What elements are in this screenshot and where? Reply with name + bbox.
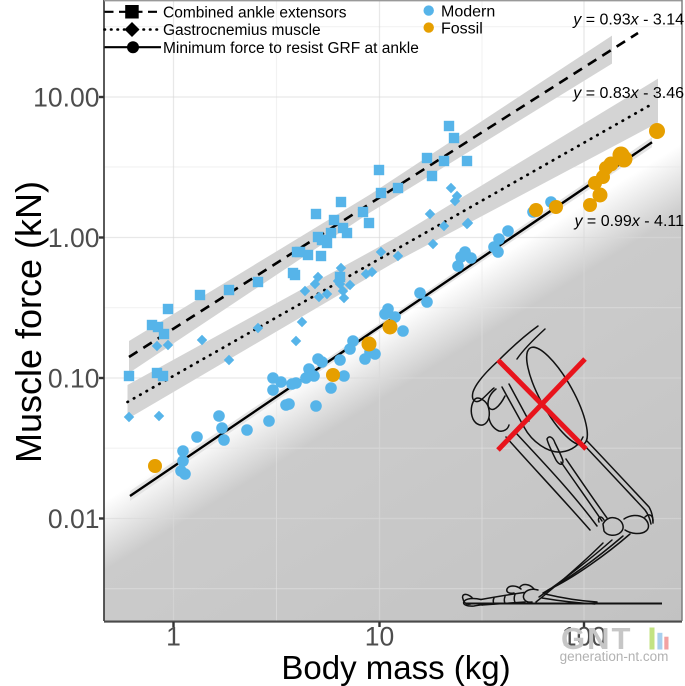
svg-text:10: 10 bbox=[365, 622, 394, 652]
svg-text:0.10: 0.10 bbox=[48, 364, 100, 394]
svg-text:y = 0.93x - 3.14: y = 0.93x - 3.14 bbox=[572, 12, 684, 29]
svg-text:Gastrocnemius muscle: Gastrocnemius muscle bbox=[163, 22, 321, 39]
svg-text:y = 0.99x - 4.11: y = 0.99x - 4.11 bbox=[573, 213, 684, 230]
svg-text:Minimum force to resist GRF at: Minimum force to resist GRF at ankle bbox=[163, 40, 419, 57]
svg-text:1.00: 1.00 bbox=[48, 223, 100, 253]
svg-text:0.01: 0.01 bbox=[48, 504, 100, 534]
svg-text:generation-nt.com: generation-nt.com bbox=[560, 649, 669, 664]
svg-text:y = 0.83x - 3.46: y = 0.83x - 3.46 bbox=[572, 85, 684, 102]
svg-text:Body mass (kg): Body mass (kg) bbox=[281, 649, 510, 686]
svg-text:10.00: 10.00 bbox=[33, 83, 99, 113]
svg-text:Combined ankle extensors: Combined ankle extensors bbox=[163, 4, 347, 21]
svg-text:GNT: GNT bbox=[561, 621, 632, 656]
svg-text:Modern: Modern bbox=[441, 3, 495, 20]
svg-text:100: 100 bbox=[562, 622, 606, 652]
svg-text:Muscle force (kN): Muscle force (kN) bbox=[8, 181, 49, 463]
svg-text:1: 1 bbox=[166, 622, 181, 652]
svg-text:Fossil: Fossil bbox=[441, 20, 483, 37]
